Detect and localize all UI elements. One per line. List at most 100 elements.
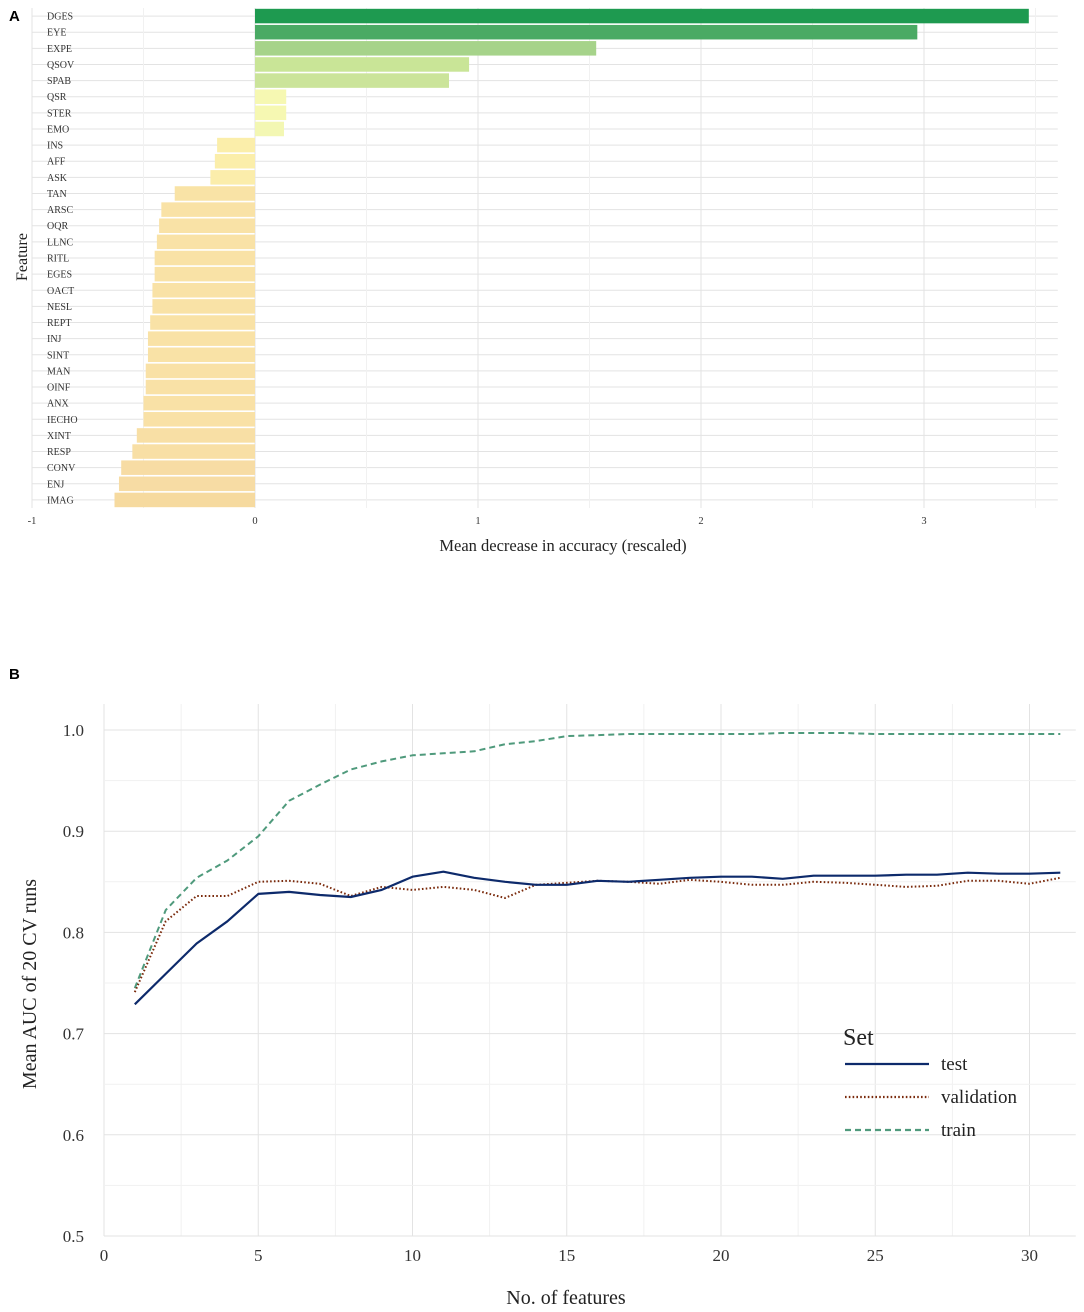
x-tick-label: -1: [28, 516, 37, 527]
series-line-validation: [133, 876, 1061, 993]
x-tick-label: 30: [1021, 1246, 1038, 1265]
chart-a-y-axis-title: Feature: [14, 233, 31, 281]
feature-label-sint: SINT: [47, 350, 69, 361]
feature-label-inj: INJ: [47, 334, 62, 345]
chart-b-x-tick-labels: 0 5 10 15 20 25 30: [100, 1246, 1038, 1265]
bar-qsov: [255, 57, 470, 72]
bar-resp: [132, 444, 255, 459]
panel-b-label: B: [9, 666, 20, 683]
feature-label-nesl: NESL: [47, 302, 72, 313]
feature-label-imag: IMAG: [47, 495, 74, 506]
feature-label-xint: XINT: [47, 431, 71, 442]
chart-a-bars: [114, 8, 1029, 508]
feature-label-eye: EYE: [47, 28, 66, 39]
y-tick-label: 1.0: [63, 721, 84, 740]
auc-line-chart: 0.5 0.6 0.7 0.8 0.9 1.0 0 5 10 15 20 25 30 No. of f…: [19, 704, 1076, 1309]
feature-label-iecho: IECHO: [47, 415, 78, 426]
x-tick-label: 1: [475, 516, 480, 527]
bar-conv: [121, 460, 255, 475]
bar-oqr: [159, 218, 255, 233]
bar-enj: [118, 476, 255, 492]
bar-iecho: [143, 412, 255, 427]
feature-label-spab: SPAB: [47, 76, 71, 87]
feature-label-oinf: OINF: [47, 383, 71, 394]
y-tick-label: 0.8: [63, 923, 84, 942]
bar-dges: [255, 8, 1029, 24]
bar-inj: [147, 331, 255, 346]
series-line-test: [134, 870, 1061, 1006]
feature-label-ster: STER: [47, 108, 72, 119]
legend-label-validation: validation: [941, 1087, 1017, 1108]
bar-ins: [217, 137, 255, 153]
feature-label-ask: ASK: [47, 173, 68, 184]
bar-nesl: [152, 299, 255, 314]
bar-ritl: [154, 250, 255, 266]
panel-a-label: A: [9, 8, 20, 25]
chart-b-legend: Set test validation train: [843, 1025, 1017, 1141]
feature-label-resp: RESP: [47, 447, 71, 458]
y-tick-label: 0.7: [63, 1025, 85, 1044]
feature-label-enj: ENJ: [47, 479, 64, 490]
legend-label-train: train: [941, 1120, 976, 1141]
x-tick-label: 20: [713, 1246, 730, 1265]
bar-llnc: [156, 234, 255, 250]
feature-label-arsc: ARSC: [47, 205, 73, 216]
feature-label-oqr: OQR: [47, 221, 68, 232]
x-tick-label: 0: [100, 1246, 109, 1265]
bar-spab: [255, 73, 450, 88]
feature-label-rept: REPT: [47, 318, 71, 329]
chart-b-series-lines: [133, 732, 1061, 1006]
bar-oinf: [145, 379, 255, 395]
chart-b-y-axis-title: Mean AUC of 20 CV runs: [19, 879, 41, 1089]
bar-expe: [255, 41, 597, 56]
y-tick-label: 0.6: [63, 1126, 84, 1145]
feature-label-man: MAN: [47, 366, 70, 377]
feature-importance-chart: DGES EYE EXPE QSOV SPAB QSR STER EMO INS AFF ASK TA…: [14, 8, 1058, 555]
bar-rept: [150, 315, 255, 330]
legend-title: Set: [843, 1025, 874, 1051]
bar-aff: [214, 153, 255, 169]
bar-tan: [174, 186, 255, 201]
bar-imag: [114, 492, 255, 508]
bar-xint: [136, 428, 255, 443]
bar-emo: [255, 121, 284, 137]
chart-b-y-tick-labels: 0.5 0.6 0.7 0.8 0.9 1.0: [63, 721, 85, 1246]
bar-sint: [147, 347, 255, 363]
feature-label-qsov: QSOV: [47, 60, 75, 71]
bar-oact: [152, 283, 255, 298]
chart-b-gridlines: [103, 704, 1076, 1237]
x-tick-label: 3: [921, 516, 926, 527]
feature-label-qsr: QSR: [47, 92, 67, 103]
chart-a-x-tick-labels: -1 0 1 2 3: [28, 516, 927, 527]
feature-label-emo: EMO: [47, 124, 69, 135]
x-tick-label: 25: [867, 1246, 884, 1265]
x-tick-label: 10: [404, 1246, 421, 1265]
feature-label-ritl: RITL: [47, 254, 69, 265]
bar-eye: [255, 24, 918, 40]
feature-label-llnc: LLNC: [47, 237, 73, 248]
feature-label-expe: EXPE: [47, 44, 72, 55]
y-tick-label: 0.9: [63, 822, 84, 841]
feature-label-dges: DGES: [47, 12, 73, 23]
feature-label-aff: AFF: [47, 157, 66, 168]
bar-ask: [210, 170, 255, 185]
bar-eges: [154, 266, 255, 282]
chart-a-feature-labels: DGES EYE EXPE QSOV SPAB QSR STER EMO INS AFF ASK TA…: [47, 12, 78, 507]
bar-arsc: [161, 202, 255, 217]
series-line-train: [133, 732, 1061, 989]
chart-a-x-axis-title: Mean decrease in accuracy (rescaled): [439, 536, 686, 555]
legend-label-test: test: [941, 1054, 968, 1075]
feature-label-anx: ANX: [47, 399, 69, 410]
feature-label-conv: CONV: [47, 463, 76, 474]
bar-anx: [143, 395, 255, 411]
x-tick-label: 0: [252, 516, 257, 527]
feature-label-ins: INS: [47, 141, 63, 152]
bar-man: [145, 363, 255, 379]
y-tick-label: 0.5: [63, 1227, 84, 1246]
bar-qsr: [255, 89, 287, 104]
x-tick-label: 2: [698, 516, 703, 527]
feature-label-oact: OACT: [47, 286, 74, 297]
feature-label-eges: EGES: [47, 270, 72, 281]
bar-ster: [255, 105, 287, 121]
feature-label-tan: TAN: [47, 189, 67, 200]
